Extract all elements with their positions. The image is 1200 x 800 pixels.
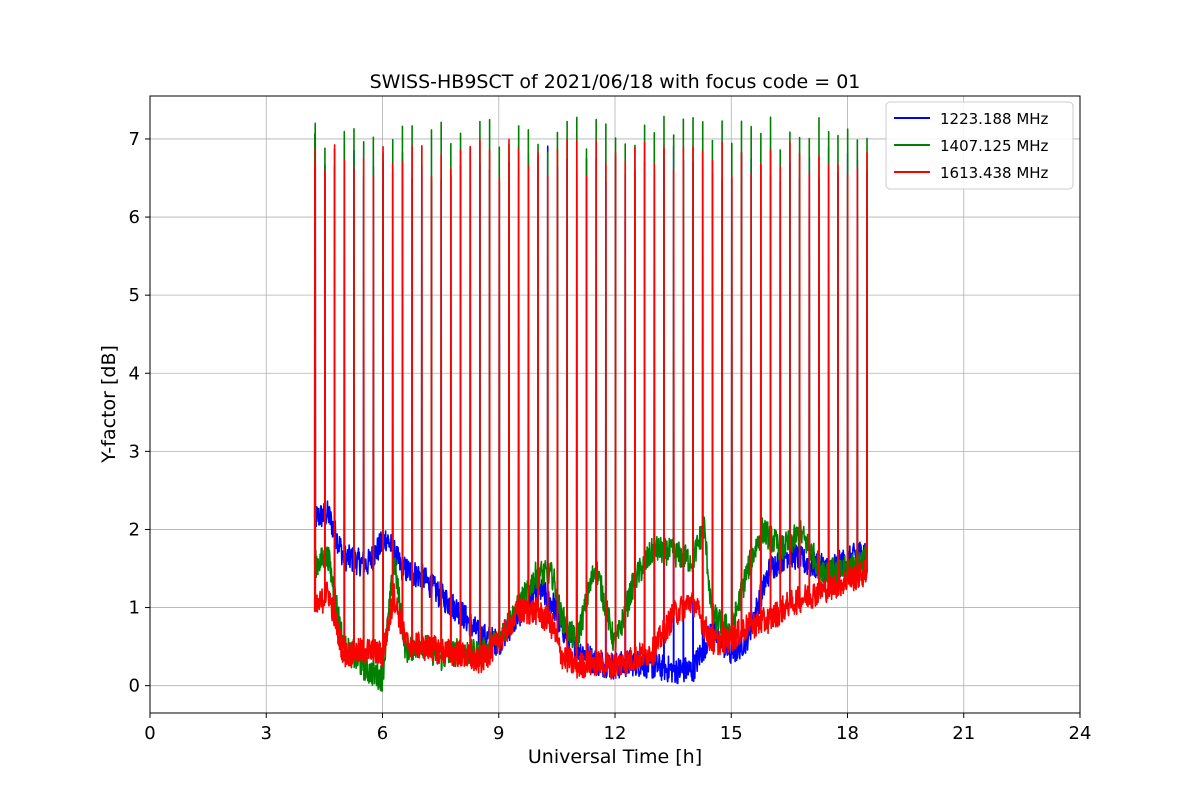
legend-label-series-2: 1407.125 MHz (940, 137, 1049, 155)
x-tick-label: 21 (952, 723, 975, 744)
x-tick-label: 9 (493, 723, 504, 744)
y-tick-label: 7 (129, 129, 140, 150)
x-tick-label: 12 (604, 723, 627, 744)
y-tick-label: 5 (129, 285, 140, 306)
y-tick-label: 4 (129, 363, 140, 384)
x-tick-label: 6 (377, 723, 388, 744)
data-series (313, 115, 868, 693)
chart-title: SWISS-HB9SCT of 2021/06/18 with focus co… (370, 71, 861, 93)
legend-box (885, 101, 1074, 190)
x-tick-label: 0 (144, 723, 155, 744)
legend: 1223.188 MHz 1407.125 MHz 1613.438 MHz (885, 101, 1074, 190)
y-tick-label: 0 (129, 676, 140, 697)
series-line-3 (313, 138, 868, 680)
legend-label-series-3: 1613.438 MHz (940, 164, 1049, 182)
x-tick-label: 3 (261, 723, 272, 744)
x-tick-label: 18 (836, 723, 859, 744)
y-tick-label: 2 (129, 519, 140, 540)
x-tick-label: 24 (1069, 723, 1092, 744)
y-axis-label: Y-factor [dB] (98, 345, 120, 464)
y-tick-label: 6 (129, 207, 140, 228)
x-axis-label: Universal Time [h] (528, 746, 702, 768)
x-tick-label: 15 (720, 723, 743, 744)
y-tick-label: 3 (129, 441, 140, 462)
legend-label-series-1: 1223.188 MHz (940, 110, 1049, 128)
y-tick-label: 1 (129, 598, 140, 619)
